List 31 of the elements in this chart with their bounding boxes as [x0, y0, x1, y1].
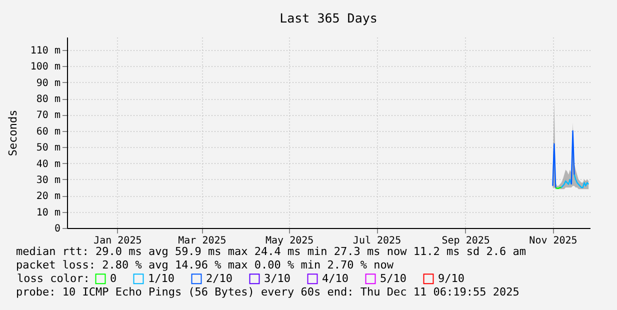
y-tick-label: 20 m — [36, 191, 60, 202]
y-tick-label: 80 m — [36, 94, 60, 106]
legend-label: 3/10 — [264, 272, 290, 285]
legend-label: 9/10 — [438, 272, 464, 285]
y-tick-label: 40 m — [36, 158, 60, 170]
text: median rtt: 29.0 ms avg 59.9 ms max 24.4 ms min 27.3 ms now 11.2 ms sd 2.6 am — [16, 245, 526, 258]
legend-title: loss color: — [17, 272, 90, 285]
text: packet loss: 2.80 % avg 14.96 % max 0.00 % min 2.70 % now — [16, 258, 394, 272]
text: probe: 10 ICMP Echo Pings (56 Bytes) every 60s end: Thu Dec 11 06:19:55 2025 — [16, 286, 520, 298]
y-tick-label: 70 m — [36, 110, 60, 122]
y-tick-label: 30 m — [36, 174, 60, 186]
y-tick-label: 90 m — [36, 78, 60, 89]
x-tick-label: Mar 2025 — [178, 236, 226, 246]
y-tick-label: 10 m — [36, 207, 60, 218]
y-tick-label: 0 — [54, 224, 60, 234]
y-axis-title: Seconds — [6, 110, 20, 156]
legend-label: 4/10 — [322, 272, 348, 285]
legend-label: 5/10 — [380, 272, 406, 285]
x-tick-label: Jul 2025 — [352, 236, 402, 246]
chart-title: Last 365 Days — [280, 10, 378, 26]
legend-label: 1/10 — [148, 272, 174, 285]
x-tick-label: May 2025 — [266, 236, 314, 246]
legend-label: 0 — [110, 272, 117, 285]
legend-label: 2/10 — [206, 272, 232, 285]
x-tick-label: Sep 2025 — [442, 236, 490, 246]
y-tick-label: 110 m — [30, 45, 60, 56]
y-tick-label: 60 m — [36, 126, 60, 138]
x-tick-label: Jan 2025 — [94, 236, 142, 246]
x-tick-label: Nov 2025 — [529, 236, 578, 246]
y-tick-label: 50 m — [36, 142, 60, 154]
y-tick-label: 100 m — [30, 62, 60, 73]
